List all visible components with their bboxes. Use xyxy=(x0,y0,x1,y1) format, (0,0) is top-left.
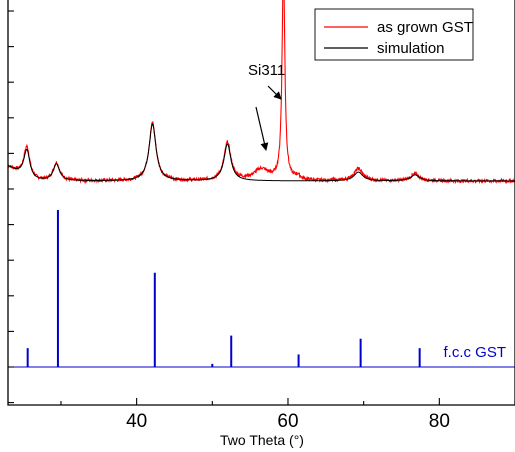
reference-pattern xyxy=(8,210,515,368)
annotation-si311: Si311 xyxy=(248,62,285,151)
x-ticks: 40 60 80 xyxy=(60,398,515,432)
legend-label-as-grown: as grown GST xyxy=(377,19,473,36)
x-tick-label: 60 xyxy=(277,411,298,432)
annotation-label: Si311 xyxy=(248,62,285,79)
series-simulation xyxy=(8,123,515,182)
annotation-arrow-to-shoulder xyxy=(255,106,269,151)
legend: as grown GST simulation xyxy=(314,8,474,61)
reference-label: f.c.c GST xyxy=(443,344,506,361)
y-ticks xyxy=(8,10,14,404)
axes-frame xyxy=(7,0,515,406)
x-tick-label: 80 xyxy=(429,411,450,432)
x-axis-label: Two Theta (°) xyxy=(220,432,304,448)
experimental-pattern xyxy=(8,0,515,185)
plot-area: 40 60 80 xyxy=(7,0,515,432)
legend-box xyxy=(314,8,474,61)
legend-label-simulation: simulation xyxy=(377,40,445,57)
x-tick-label: 40 xyxy=(126,411,147,432)
annotation-arrow-to-si-peak xyxy=(267,85,282,100)
